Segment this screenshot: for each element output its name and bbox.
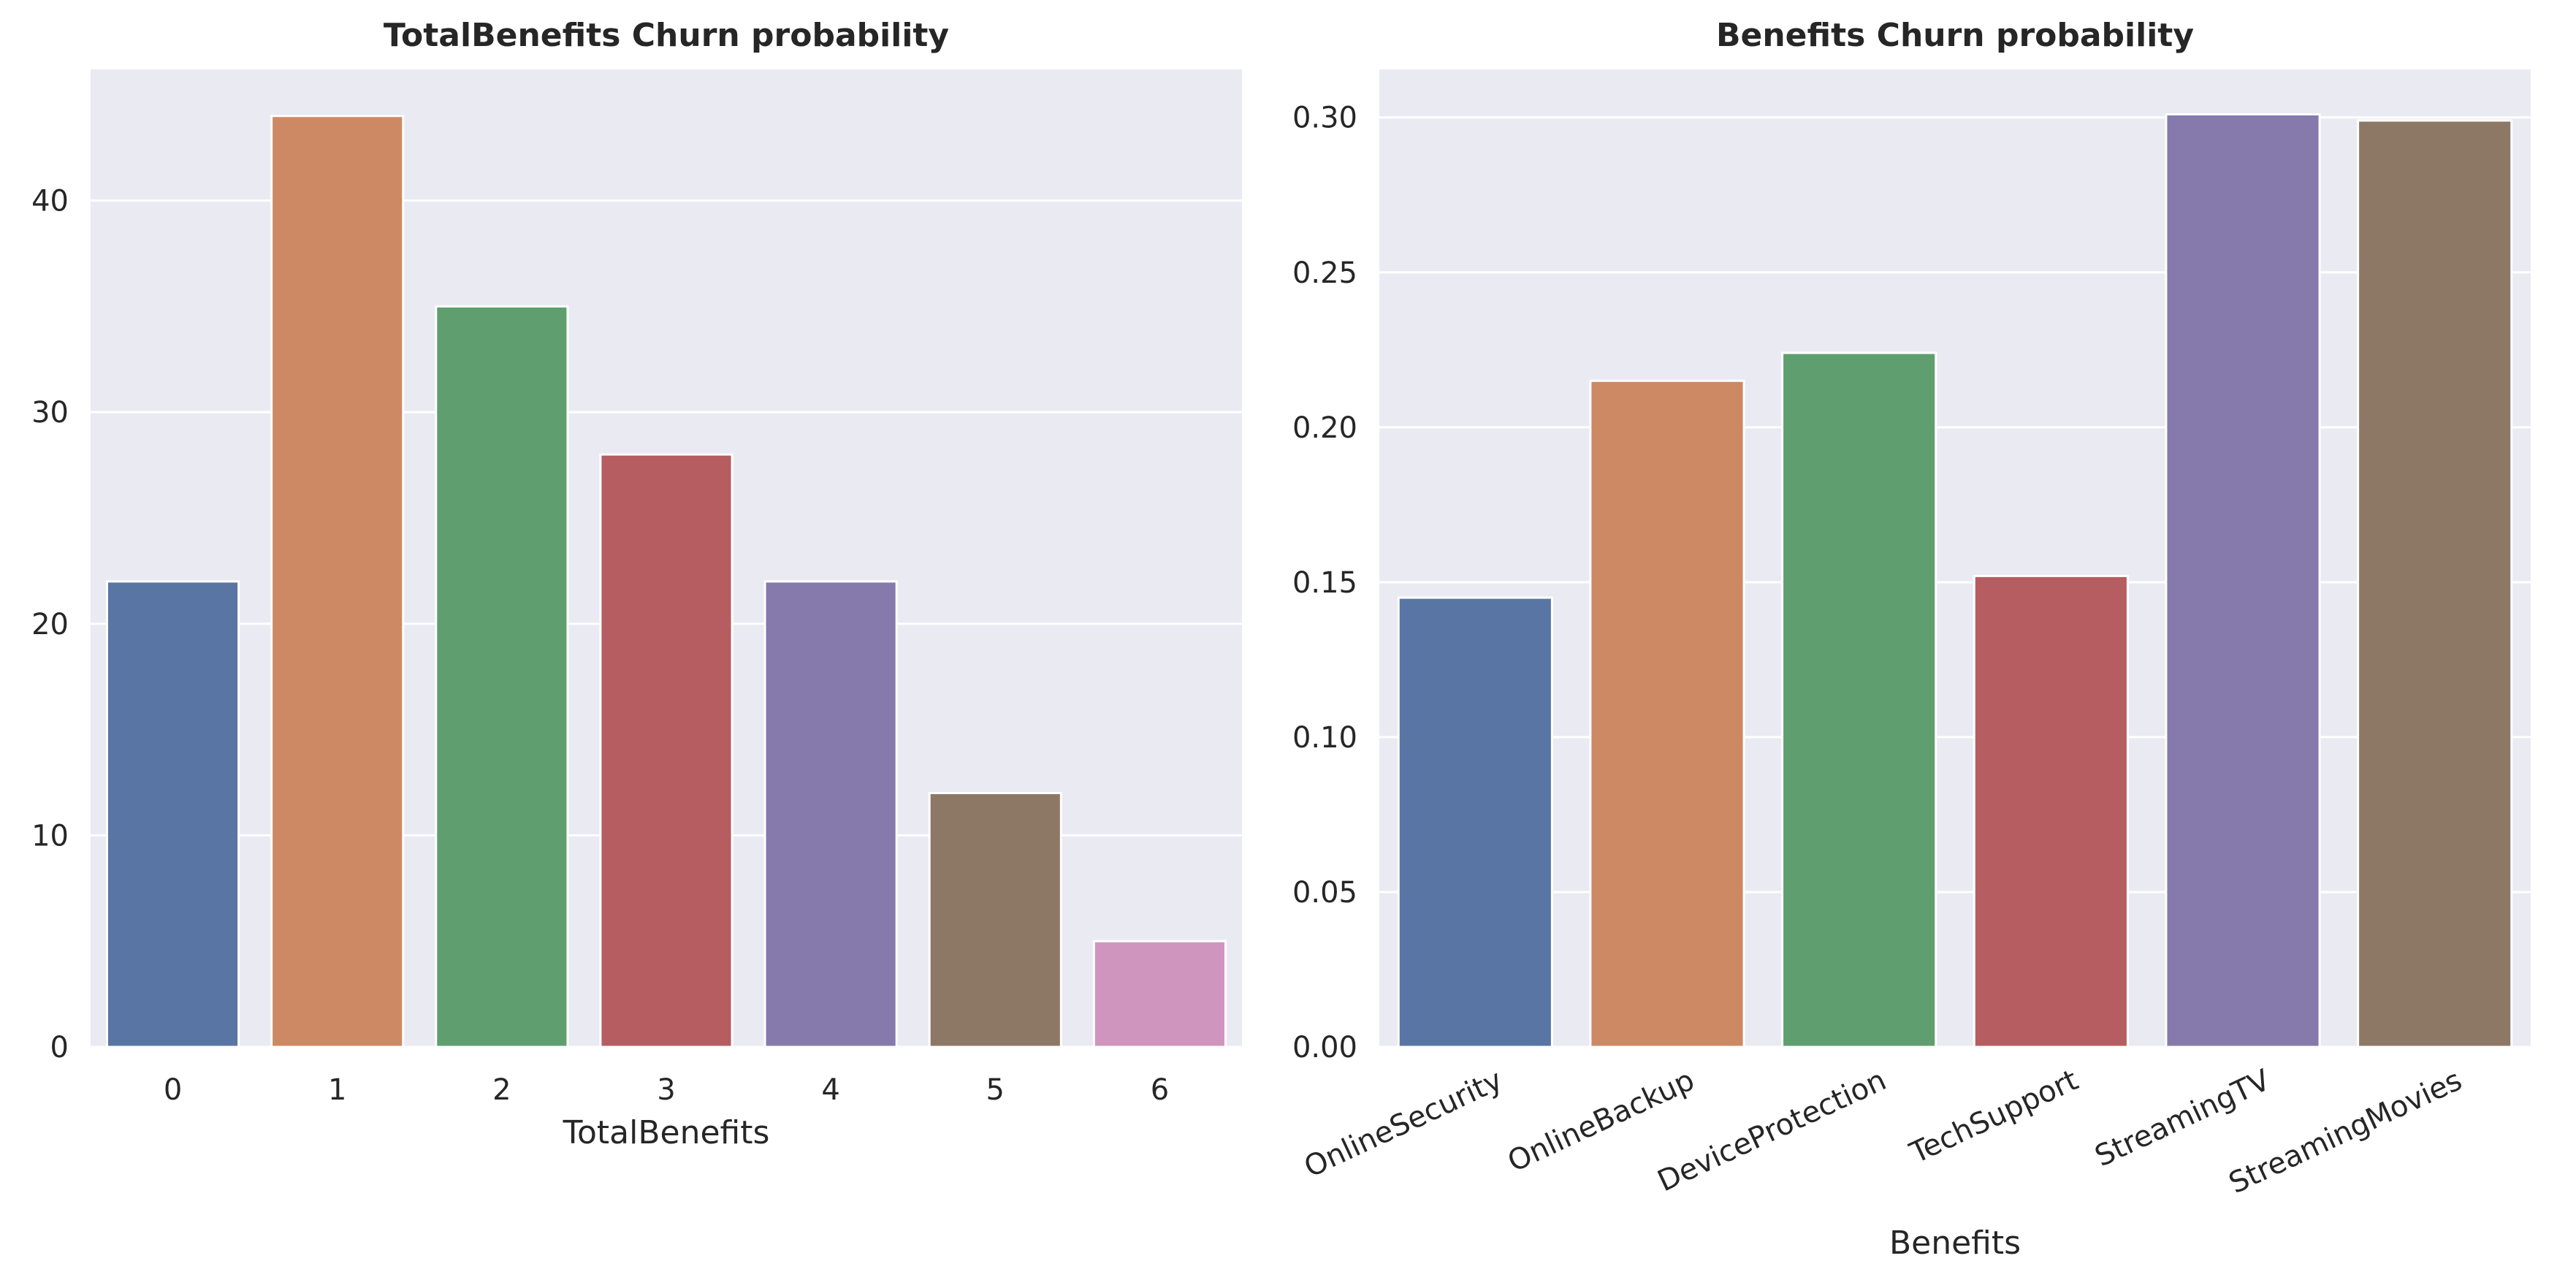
x-tick-label: 2	[492, 1073, 511, 1107]
x-tick-label: 3	[657, 1073, 675, 1107]
bars	[1397, 113, 2513, 1048]
y-tick-label: 0.30	[1292, 102, 1357, 135]
bar	[435, 305, 569, 1048]
bar	[2165, 113, 2321, 1048]
bar	[1781, 351, 1937, 1048]
bar	[763, 580, 898, 1048]
y-tick-labels: 0.00 0.05 0.10 0.15 0.20 0.25 0.30	[1292, 102, 1357, 1064]
x-tick-label: OnlineSecurity	[1299, 1063, 1507, 1184]
y-tick-label: 20	[31, 608, 69, 641]
bar	[599, 453, 733, 1048]
benefits-chart: 0.00 0.05 0.10 0.15 0.20 0.25 0.30 OnlineSecur…	[1292, 17, 2531, 1262]
bar	[1397, 596, 1553, 1048]
x-tick-labels: 0 1 2 3 4 5 6	[164, 1073, 1169, 1107]
bar	[1092, 940, 1227, 1048]
x-tick-label: TechSupport	[1905, 1063, 2084, 1170]
bar	[928, 791, 1062, 1048]
y-tick-labels: 0 10 20 30 40	[31, 185, 69, 1064]
bar	[270, 115, 405, 1048]
x-tick-label: 5	[986, 1073, 1005, 1107]
x-tick-label: 6	[1151, 1073, 1169, 1107]
chart-title: TotalBenefits Churn probability	[384, 17, 949, 54]
x-tick-label: 4	[821, 1073, 839, 1107]
bar	[106, 580, 240, 1048]
bar	[1589, 379, 1745, 1048]
bar	[1973, 574, 2129, 1048]
bar	[2357, 119, 2513, 1048]
y-tick-label: 0.05	[1292, 876, 1357, 910]
x-axis-label: Benefits	[1889, 1224, 2021, 1262]
gridlines	[1379, 116, 2531, 1048]
x-tick-label: 0	[164, 1073, 182, 1107]
chart-title: Benefits Churn probability	[1716, 17, 2194, 54]
bars	[106, 115, 1227, 1048]
y-tick-label: 0.10	[1292, 721, 1357, 755]
x-tick-label: StreamingTV	[2090, 1063, 2276, 1173]
y-tick-label: 0.00	[1292, 1031, 1357, 1064]
y-tick-label: 0.25	[1292, 256, 1357, 290]
totalbenefits-chart: 0 10 20 30 40 0 1 2 3 4 5 6 TotalBenefits Churn pr…	[31, 17, 1242, 1151]
x-axis-label: TotalBenefits	[563, 1114, 770, 1151]
y-tick-label: 40	[31, 185, 69, 218]
x-tick-label: 1	[328, 1073, 346, 1107]
y-tick-label: 30	[31, 396, 69, 430]
plot-area	[1379, 69, 2531, 1047]
y-tick-label: 0	[50, 1031, 69, 1064]
y-tick-label: 0.15	[1292, 566, 1357, 600]
x-tick-labels: OnlineSecurityOnlineBackupDeviceProtecti…	[1299, 1063, 2467, 1200]
y-tick-label: 10	[31, 819, 69, 853]
y-tick-label: 0.20	[1292, 411, 1357, 445]
